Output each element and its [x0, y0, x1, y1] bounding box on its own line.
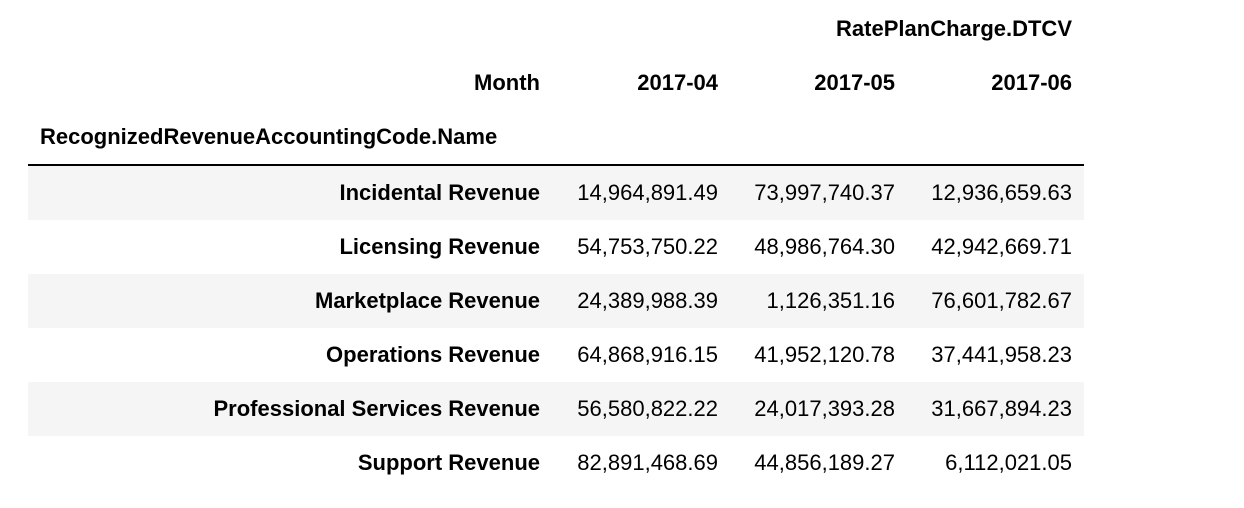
table-row: Operations Revenue 64,868,916.15 41,952,… [28, 328, 1084, 382]
header-blank-cell [907, 110, 1084, 166]
table-row: Incidental Revenue 14,964,891.49 73,997,… [28, 165, 1084, 220]
table-cell: 1,126,351.16 [766, 288, 895, 313]
table-row: Support Revenue 82,891,468.69 44,856,189… [28, 436, 1084, 490]
dataframe-table: RatePlanCharge.DTCV Month 2017-04 2017-0… [28, 2, 1084, 490]
table-cell: 14,964,891.49 [577, 180, 718, 205]
header-row-value-group: RatePlanCharge.DTCV [28, 2, 1084, 56]
month-header: 2017-04 [637, 70, 718, 95]
table-cell: 12,936,659.63 [931, 180, 1072, 205]
table-cell: 24,017,393.28 [754, 396, 895, 421]
table-row: Marketplace Revenue 24,389,988.39 1,126,… [28, 274, 1084, 328]
row-label: Operations Revenue [326, 342, 540, 367]
table-cell: 82,891,468.69 [577, 450, 718, 475]
header-row-months: Month 2017-04 2017-05 2017-06 [28, 56, 1084, 110]
month-header: 2017-05 [814, 70, 895, 95]
table-cell: 76,601,782.67 [931, 288, 1072, 313]
table-cell: 42,942,669.71 [931, 234, 1072, 259]
table-cell: 6,112,021.05 [945, 450, 1072, 475]
header-blank-cell [28, 2, 552, 56]
value-column-group-header: RatePlanCharge.DTCV [836, 16, 1072, 41]
row-label: Marketplace Revenue [315, 288, 540, 313]
table-cell: 24,389,988.39 [577, 288, 718, 313]
table-cell: 31,667,894.23 [931, 396, 1072, 421]
column-index-name: Month [474, 70, 540, 95]
row-index-name: RecognizedRevenueAccountingCode.Name [28, 110, 552, 166]
table-row: Licensing Revenue 54,753,750.22 48,986,7… [28, 220, 1084, 274]
header-row-index-name: RecognizedRevenueAccountingCode.Name [28, 110, 1084, 166]
table-body: Incidental Revenue 14,964,891.49 73,997,… [28, 165, 1084, 490]
table-cell: 37,441,958.23 [931, 342, 1072, 367]
row-label: Licensing Revenue [339, 234, 540, 259]
month-header: 2017-06 [991, 70, 1072, 95]
row-label: Incidental Revenue [339, 180, 540, 205]
row-label: Support Revenue [357, 450, 540, 475]
table-cell: 54,753,750.22 [577, 234, 718, 259]
table-cell: 48,986,764.30 [754, 234, 895, 259]
table-header: RatePlanCharge.DTCV Month 2017-04 2017-0… [28, 2, 1084, 166]
header-blank-cell [552, 110, 730, 166]
table-cell: 73,997,740.37 [754, 180, 895, 205]
table-cell: 64,868,916.15 [577, 342, 718, 367]
row-label: Professional Services Revenue [213, 396, 541, 421]
table-cell: 41,952,120.78 [754, 342, 895, 367]
table-cell: 56,580,822.22 [577, 396, 718, 421]
table-cell: 44,856,189.27 [754, 450, 895, 475]
table-row: Professional Services Revenue 56,580,822… [28, 382, 1084, 436]
header-blank-cell [730, 110, 907, 166]
